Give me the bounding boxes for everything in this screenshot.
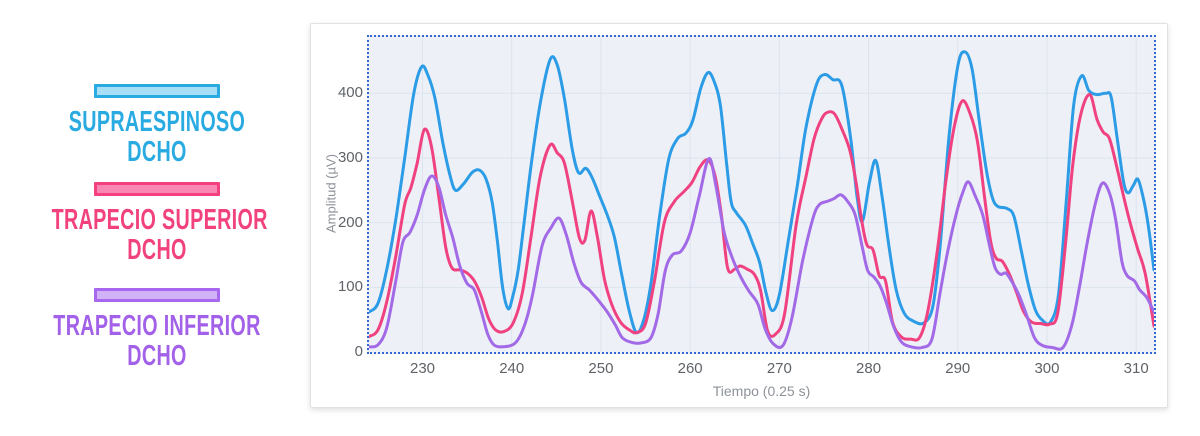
legend-swatch-trapecio-superior <box>94 182 220 196</box>
x-tick-label: 300 <box>1034 360 1060 377</box>
y-tick-label: 300 <box>337 148 363 166</box>
legend-item-trapecio-superior-dcho: TRAPECIO SUPERIOR DCHO <box>2 182 312 265</box>
x-tick-label: 250 <box>588 360 614 377</box>
legend-label-line1: TRAPECIO SUPERIOR <box>51 204 268 236</box>
series-supraespinoso-dcho <box>369 50 1154 335</box>
emg-plot-area[interactable] <box>367 35 1156 354</box>
y-tick-label: 100 <box>337 278 363 296</box>
legend-swatch-supraespinoso <box>94 84 220 98</box>
legend-item-trapecio-inferior-dcho: TRAPECIO INFERIOR DCHO <box>2 288 312 371</box>
x-tick-label: 290 <box>945 360 971 377</box>
y-tick-label: 0 <box>354 343 363 360</box>
legend-label-line1: SUPRAESPINOSO <box>68 106 246 138</box>
y-tick-label: 200 <box>337 213 363 231</box>
legend-swatch-trapecio-inferior <box>94 288 220 302</box>
series-trapecio-inferior-dcho <box>369 157 1154 351</box>
legend-label-line2: DCHO <box>127 234 187 266</box>
x-tick-label: 260 <box>677 360 703 377</box>
legend-item-supraespinoso-dcho: SUPRAESPINOSO DCHO <box>2 84 312 167</box>
x-tick-label: 280 <box>856 360 882 377</box>
legend-label-line2: DCHO <box>127 136 187 168</box>
legend-label-line1: TRAPECIO INFERIOR <box>53 310 261 342</box>
legend-label-supraespinoso: SUPRAESPINOSO DCHO <box>52 107 263 167</box>
legend-label-line2: DCHO <box>127 340 187 372</box>
legend-label-trapecio-superior: TRAPECIO SUPERIOR DCHO <box>51 204 268 266</box>
x-tick-label: 270 <box>766 360 792 377</box>
x-tick-label: 310 <box>1123 360 1149 377</box>
series-trapecio-superior-dcho <box>369 93 1154 342</box>
emg-chart-card: Amplitud (µV) 230 240 250 260 270 280 290 300 31… <box>310 23 1168 408</box>
x-tick-label: 240 <box>499 360 525 377</box>
emg-legend: SUPRAESPINOSO DCHO TRAPECIO SUPERIOR DCH… <box>2 0 312 436</box>
y-tick-label: 400 <box>337 84 363 102</box>
legend-label-trapecio-inferior: TRAPECIO INFERIOR DCHO <box>52 311 263 371</box>
x-tick-label: 230 <box>410 360 436 377</box>
x-axis-title: Tiempo (0.25 s) <box>712 383 811 399</box>
emg-line-chart <box>369 37 1154 352</box>
